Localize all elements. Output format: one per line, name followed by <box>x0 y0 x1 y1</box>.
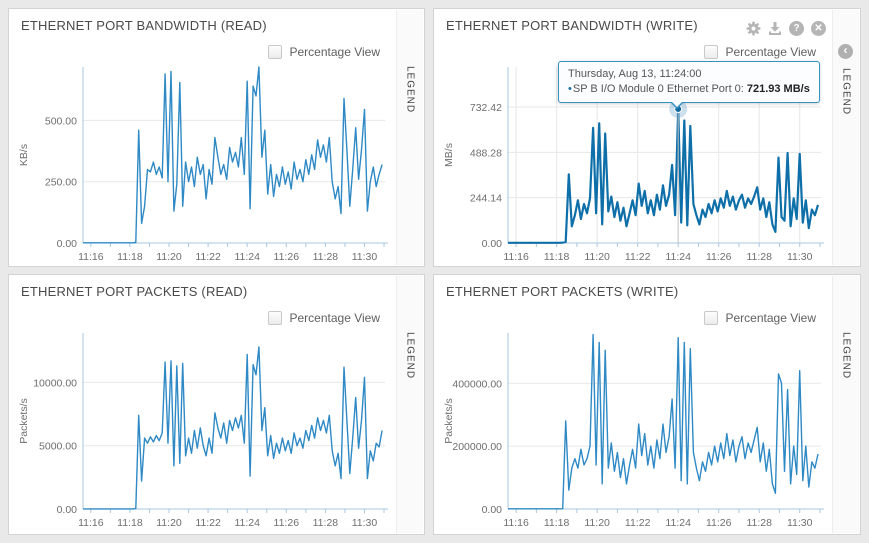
y-tick-label: 244.14 <box>470 193 502 205</box>
legend-tab[interactable]: ‹ LEGEND <box>832 10 859 265</box>
panel-bandwidth-read: ETHERNET PORT BANDWIDTH (READ) Percentag… <box>8 8 425 267</box>
x-tick-label: 11:26 <box>274 517 300 529</box>
y-tick-label: 400000.00 <box>452 378 502 390</box>
y-tick-label: 732.42 <box>470 102 502 114</box>
panel-bandwidth-write: ETHERNET PORT BANDWIDTH (WRITE) ? ✕ Perc… <box>433 8 861 267</box>
x-tick-label: 11:26 <box>706 517 732 529</box>
x-tick-label: 11:20 <box>156 251 182 263</box>
percentage-view-row: Percentage View <box>268 45 380 59</box>
tooltip-series-bullet: • <box>568 83 572 95</box>
y-tick-label: 250.00 <box>45 177 77 189</box>
x-tick-label: 11:28 <box>313 517 339 529</box>
series-line <box>83 346 383 510</box>
gear-icon[interactable] <box>746 21 761 36</box>
x-tick-label: 11:22 <box>625 251 651 263</box>
y-tick-label: 500.00 <box>45 115 77 127</box>
y-axis-title: KB/s <box>18 144 30 166</box>
panel-title: ETHERNET PORT BANDWIDTH (WRITE) <box>446 18 698 33</box>
x-tick-label: 11:26 <box>274 251 300 263</box>
x-tick-label: 11:30 <box>787 517 813 529</box>
y-axis-title: Packets/s <box>443 398 455 444</box>
tooltip-series-row: •SP B I/O Module 0 Ethernet Port 0: 721.9… <box>568 82 810 97</box>
percentage-view-label: Percentage View <box>725 311 816 325</box>
panel-header-icons: ? ✕ <box>746 21 826 36</box>
panel-packets-read: ETHERNET PORT PACKETS (READ) Percentage … <box>8 274 425 535</box>
percentage-view-row: Percentage View <box>704 45 816 59</box>
x-tick-label: 11:18 <box>544 251 570 263</box>
panel-title: ETHERNET PORT PACKETS (READ) <box>21 284 248 299</box>
chart-bandwidth-read[interactable]: 0.00 250.00 500.00 11:16 11:18 11:20 11:22 11:2… <box>11 57 395 265</box>
y-tick-label: 0.00 <box>482 504 503 516</box>
x-tick-label: 11:16 <box>78 251 104 263</box>
y-tick-label: 5000.00 <box>39 441 77 453</box>
percentage-view-row: Percentage View <box>268 311 380 325</box>
y-tick-label: 0.00 <box>482 238 503 250</box>
chart-packets-write[interactable]: 0.00 200000.00 400000.00 11:16 11:18 11:20 11:… <box>436 323 831 531</box>
percentage-view-label: Percentage View <box>725 45 816 59</box>
x-tick-label: 11:18 <box>544 517 570 529</box>
x-tick-label: 11:24 <box>234 517 260 529</box>
download-icon[interactable] <box>768 21 782 36</box>
x-tick-label: 11:20 <box>584 251 610 263</box>
y-tick-label: 0.00 <box>57 238 78 250</box>
legend-tab[interactable]: LEGEND <box>832 276 859 533</box>
chart-bandwidth-write[interactable]: 0.00 244.14 488.28 732.42 11:16 11:18 11:20 11:… <box>436 57 831 265</box>
x-tick-label: 11:22 <box>195 517 221 529</box>
tooltip-series-label: SP B I/O Module 0 Ethernet Port 0: <box>572 83 744 95</box>
y-axis-title: Packets/s <box>18 398 30 444</box>
percentage-view-row: Percentage View <box>704 311 816 325</box>
x-tick-label: 11:24 <box>665 517 691 529</box>
percentage-view-checkbox[interactable] <box>268 45 283 59</box>
x-tick-label: 11:18 <box>117 517 143 529</box>
chart-tooltip: Thursday, Aug 13, 11:24:00 •SP B I/O Mod… <box>558 61 820 109</box>
tooltip-value: 721.93 MB/s <box>746 83 810 95</box>
x-tick-label: 11:30 <box>787 251 813 263</box>
x-tick-label: 11:26 <box>706 251 732 263</box>
series-line <box>508 107 820 244</box>
y-tick-label: 200000.00 <box>452 441 502 453</box>
x-tick-label: 11:22 <box>195 251 221 263</box>
y-axis-title: MB/s <box>443 143 455 167</box>
legend-tab-label: LEGEND <box>404 66 416 114</box>
legend-tab-label: LEGEND <box>840 332 852 380</box>
y-tick-label: 10000.00 <box>33 377 77 389</box>
x-tick-label: 11:16 <box>78 517 104 529</box>
x-tick-label: 11:28 <box>746 251 772 263</box>
percentage-view-label: Percentage View <box>289 311 380 325</box>
legend-tab-label: LEGEND <box>404 332 416 380</box>
y-tick-label: 0.00 <box>57 504 78 516</box>
panel-title: ETHERNET PORT BANDWIDTH (READ) <box>21 18 267 33</box>
x-tick-label: 11:24 <box>665 251 691 263</box>
help-icon[interactable]: ? <box>789 21 804 36</box>
x-tick-label: 11:16 <box>503 517 529 529</box>
legend-tab[interactable]: LEGEND <box>396 10 423 265</box>
panel-packets-write: ETHERNET PORT PACKETS (WRITE) Percentage… <box>433 274 861 535</box>
series-line <box>508 333 819 510</box>
collapse-legend-icon[interactable]: ‹ <box>838 44 853 59</box>
y-tick-label: 488.28 <box>470 147 502 159</box>
panel-title: ETHERNET PORT PACKETS (WRITE) <box>446 284 679 299</box>
percentage-view-label: Percentage View <box>289 45 380 59</box>
x-tick-label: 11:22 <box>625 517 651 529</box>
x-tick-label: 11:20 <box>156 517 182 529</box>
percentage-view-checkbox[interactable] <box>704 45 719 59</box>
x-tick-label: 11:28 <box>746 517 772 529</box>
legend-tab[interactable]: LEGEND <box>396 276 423 533</box>
percentage-view-checkbox[interactable] <box>704 311 719 325</box>
x-tick-label: 11:28 <box>313 251 339 263</box>
x-tick-label: 11:30 <box>352 251 378 263</box>
close-icon[interactable]: ✕ <box>811 21 826 36</box>
x-tick-label: 11:30 <box>352 517 378 529</box>
x-tick-label: 11:16 <box>503 251 529 263</box>
legend-tab-label: LEGEND <box>840 68 852 116</box>
x-tick-label: 11:18 <box>117 251 143 263</box>
chart-packets-read[interactable]: 0.00 5000.00 10000.00 11:16 11:18 11:20 11:22 1… <box>11 323 395 531</box>
tooltip-date: Thursday, Aug 13, 11:24:00 <box>568 68 702 80</box>
percentage-view-checkbox[interactable] <box>268 311 283 325</box>
series-line <box>83 66 383 244</box>
x-tick-label: 11:20 <box>584 517 610 529</box>
x-tick-label: 11:24 <box>234 251 260 263</box>
